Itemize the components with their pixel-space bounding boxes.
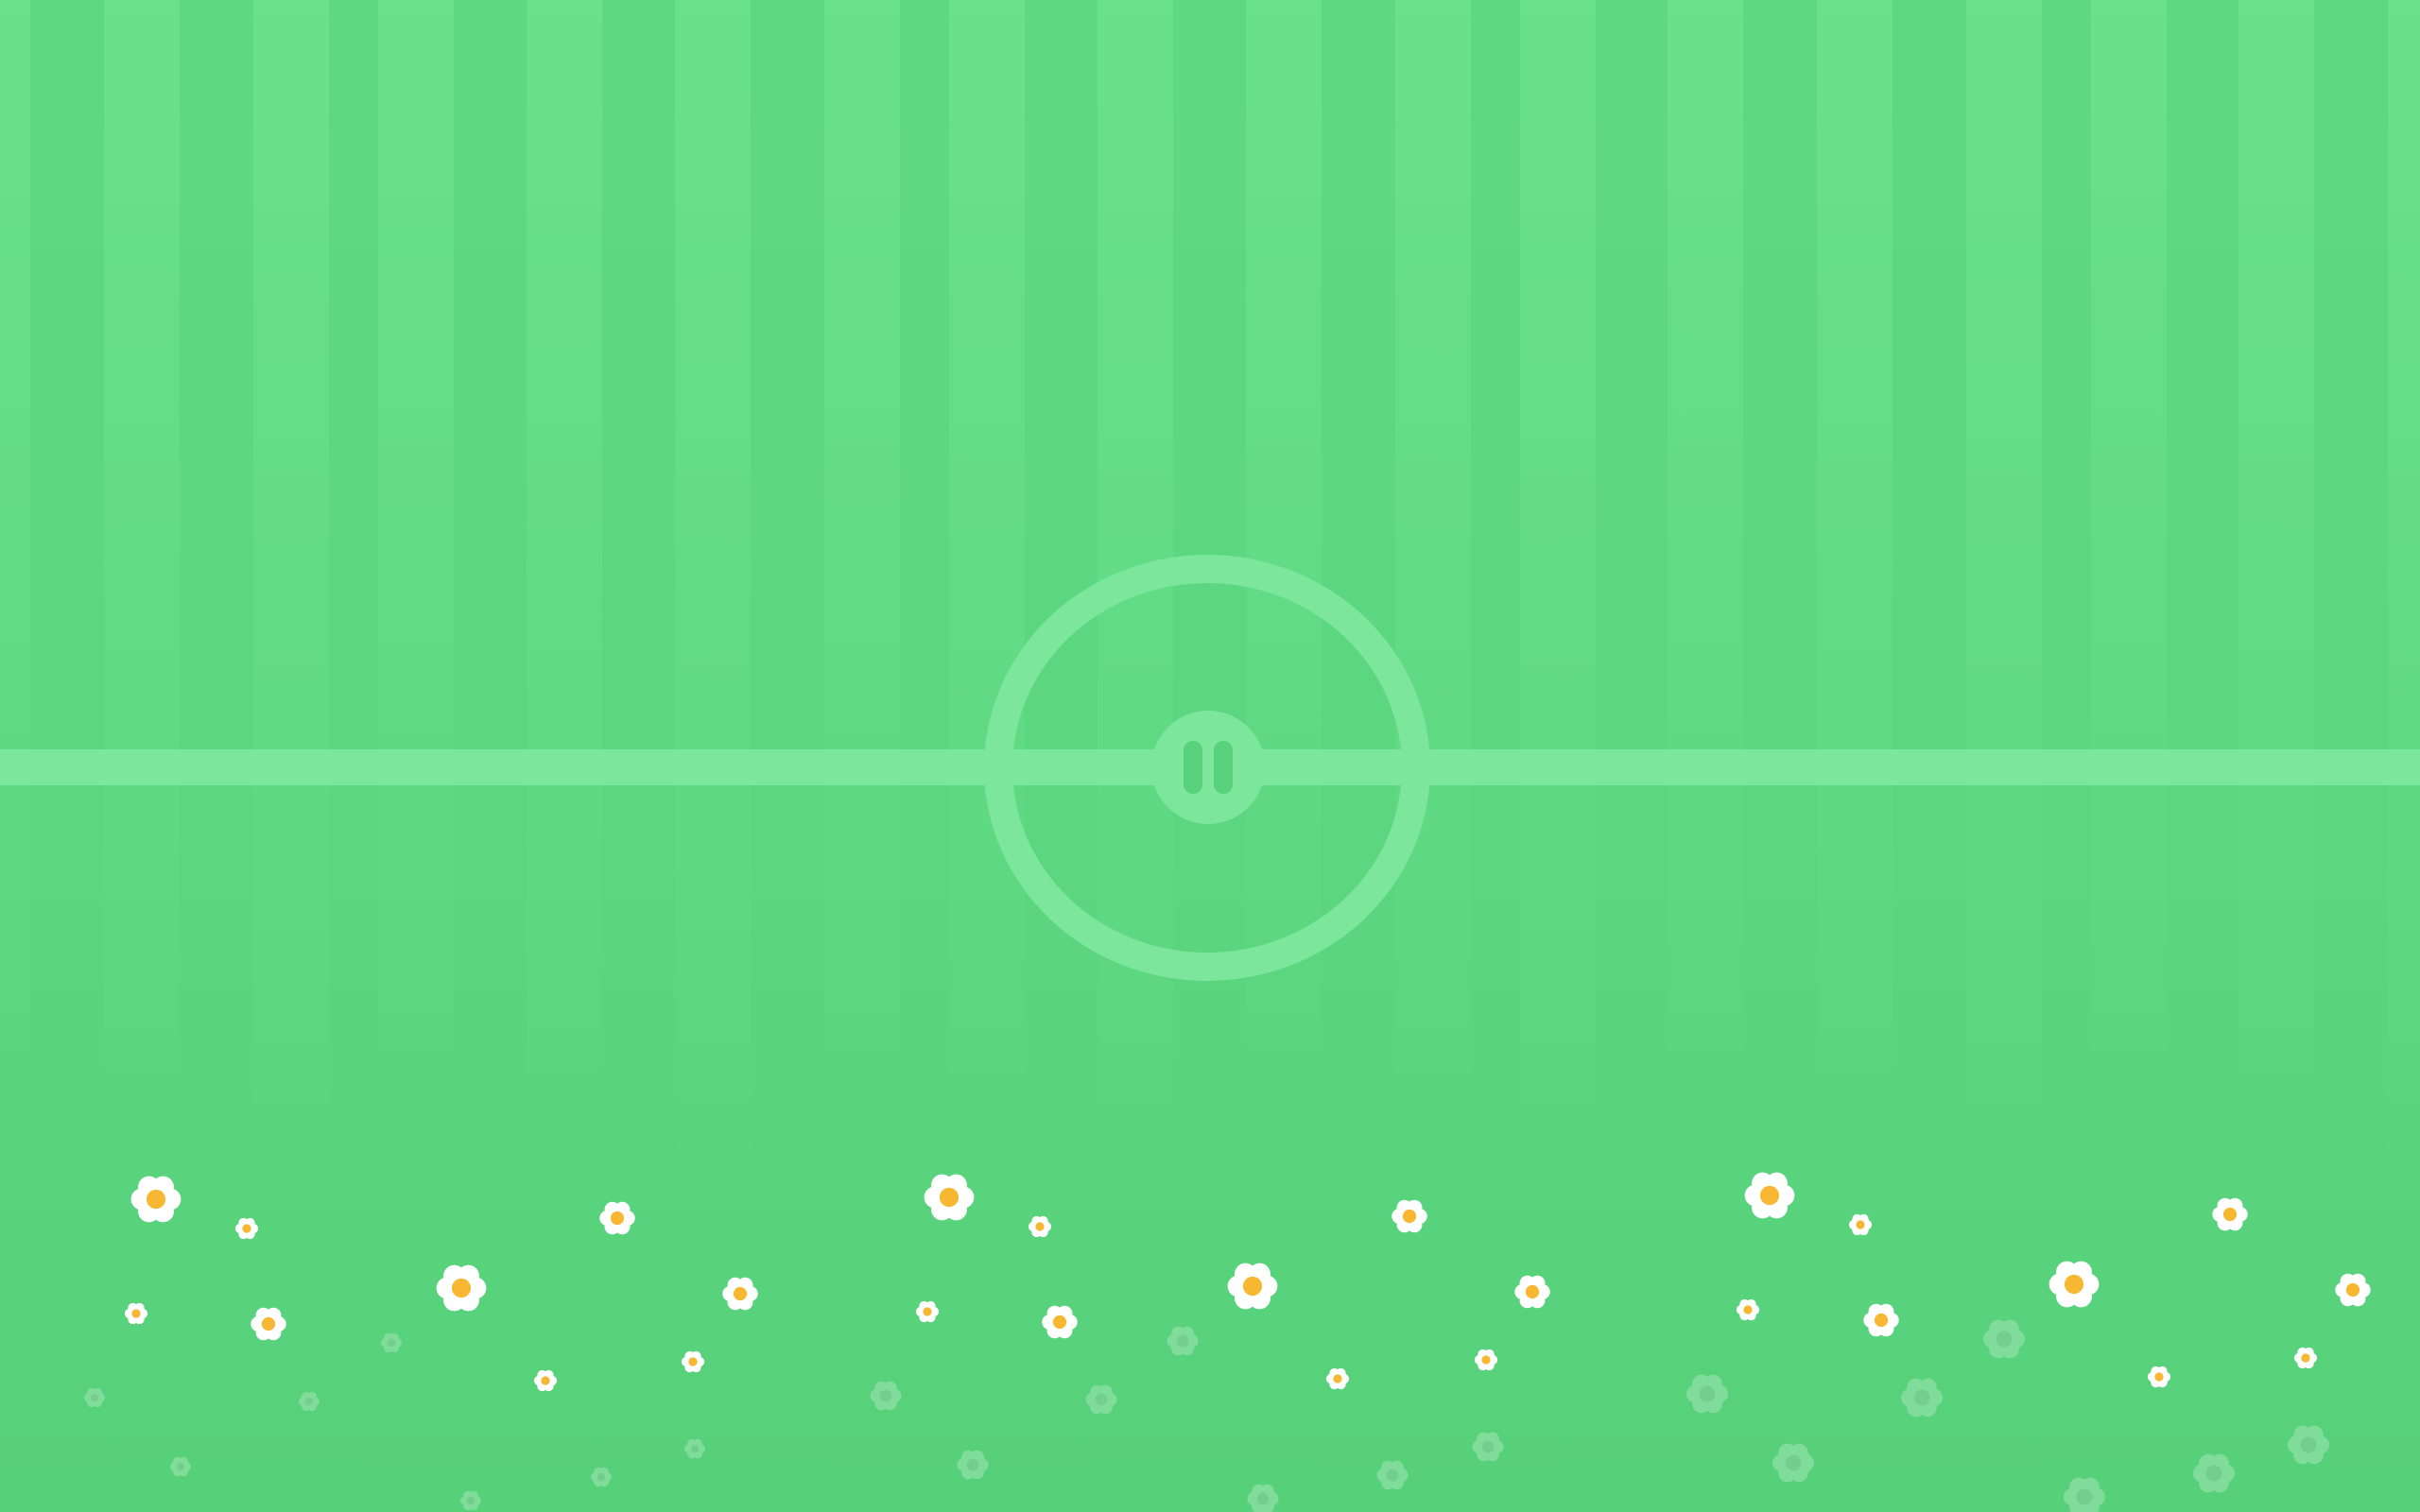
flower-icon: [681, 1350, 705, 1373]
flower-icon: [1227, 1263, 1278, 1310]
flower-icon: [722, 1277, 758, 1311]
pause-icon-bar-left: [1184, 741, 1202, 794]
faded-flower-icon: [1901, 1378, 1943, 1418]
flower-icon: [924, 1174, 975, 1221]
grass-stripe: [527, 0, 602, 1153]
faded-flower-icon: [1472, 1432, 1504, 1462]
faded-flower-icon: [299, 1391, 320, 1412]
faded-flower-icon: [1376, 1460, 1409, 1490]
flower-icon: [1392, 1199, 1427, 1233]
flower-icon: [1028, 1215, 1052, 1238]
flower-icon: [2293, 1347, 2318, 1369]
flower-icon: [2147, 1366, 2171, 1388]
grass-stripe: [378, 0, 454, 1115]
flower-icon: [533, 1369, 558, 1392]
grass-stripe: [2238, 0, 2314, 1153]
grass-stripe: [1966, 0, 2042, 1191]
faded-flower-icon: [1772, 1443, 1814, 1483]
grass-stripe: [949, 0, 1025, 1153]
grass-stripe: [1668, 0, 1743, 1115]
flower-icon: [234, 1217, 259, 1240]
faded-flower-icon: [591, 1467, 612, 1487]
grass-stripe: [2388, 0, 2420, 1191]
flower-icon: [599, 1201, 635, 1235]
flower-icon: [1744, 1172, 1795, 1219]
grass-stripe: [824, 0, 900, 1115]
flower-icon: [2048, 1261, 2100, 1308]
faded-flower-icon: [84, 1387, 105, 1408]
flower-icon: [130, 1176, 182, 1223]
faded-flower-icon: [1686, 1374, 1728, 1414]
faded-flower-icon: [1167, 1326, 1199, 1356]
faded-flower-icon: [381, 1332, 403, 1353]
faded-flower-icon: [1983, 1319, 2025, 1359]
flower-icon: [251, 1307, 286, 1341]
flower-icon: [1474, 1349, 1498, 1371]
grass-stripe: [675, 0, 751, 1191]
grass-stripe: [1817, 0, 1893, 1153]
flower-icon: [2212, 1197, 2248, 1231]
faded-flower-icon: [2288, 1425, 2329, 1465]
grass-stripe: [1520, 0, 1596, 1191]
faded-flower-icon: [2064, 1477, 2105, 1512]
flower-icon: [1042, 1305, 1078, 1339]
flower-icon: [1863, 1303, 1899, 1337]
flower-icon: [2335, 1273, 2371, 1307]
faded-flower-icon: [957, 1450, 989, 1480]
grass-stripe: [2091, 0, 2167, 1115]
flower-icon: [124, 1302, 148, 1325]
pause-button[interactable]: [1151, 711, 1265, 824]
grass-stripe: [253, 0, 329, 1191]
faded-flower-icon: [870, 1381, 902, 1411]
flower-icon: [1736, 1298, 1760, 1321]
faded-flower-icon: [170, 1456, 191, 1477]
faded-flower-icon: [1247, 1484, 1279, 1512]
flower-icon: [1325, 1367, 1350, 1390]
pause-icon-bar-right: [1214, 741, 1233, 794]
flower-icon: [436, 1264, 487, 1312]
grass-stripe: [1395, 0, 1471, 1153]
faded-flower-icon: [2193, 1453, 2235, 1493]
grass-stripe: [104, 0, 180, 1153]
grass-stripe: [0, 0, 30, 1115]
flower-icon: [915, 1300, 940, 1323]
faded-flower-icon: [460, 1490, 482, 1511]
faded-flower-icon: [684, 1438, 705, 1459]
flower-icon: [1848, 1213, 1873, 1236]
flower-icon: [1514, 1275, 1550, 1309]
faded-flower-icon: [1085, 1384, 1117, 1415]
